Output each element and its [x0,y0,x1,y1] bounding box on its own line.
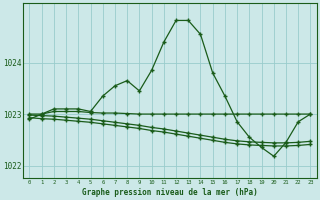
X-axis label: Graphe pression niveau de la mer (hPa): Graphe pression niveau de la mer (hPa) [82,188,258,197]
